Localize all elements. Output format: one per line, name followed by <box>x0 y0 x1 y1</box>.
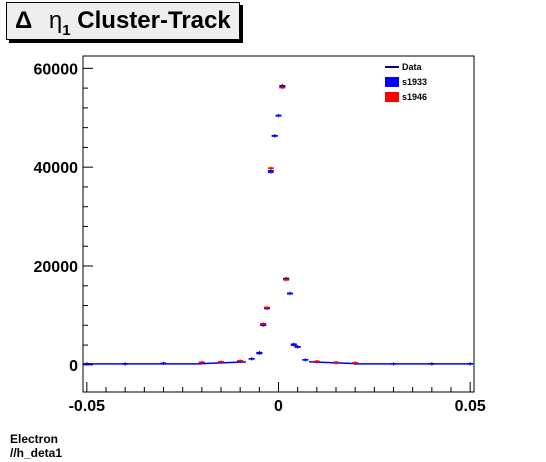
legend-label-Data: Data <box>402 62 423 72</box>
legend-label-s1946: s1946 <box>402 92 427 102</box>
chart-title: Δ η1 Cluster-Track <box>15 7 231 39</box>
legend-swatch-s1946 <box>385 92 399 102</box>
y-tick-label: 40000 <box>34 160 79 177</box>
x-tick-label: -0.05 <box>69 398 106 415</box>
x-tick-label: 0.05 <box>455 398 486 415</box>
title-subscript: 1 <box>62 22 71 39</box>
footer-histogram-name: //h_deta1 <box>10 446 63 460</box>
plot-frame <box>82 55 475 393</box>
y-tick-label: 20000 <box>34 259 79 276</box>
y-tick-label: 60000 <box>34 61 79 78</box>
y-tick-label: 0 <box>69 358 78 375</box>
legend-swatch-s1933 <box>385 77 399 87</box>
chart-title-box: Δ η1 Cluster-Track <box>6 2 240 40</box>
title-rest: Cluster-Track <box>77 7 231 34</box>
legend-label-s1933: s1933 <box>402 77 427 87</box>
title-delta: Δ <box>15 7 33 34</box>
x-tick-label: 0 <box>274 398 283 415</box>
footer-electron: Electron <box>10 432 59 446</box>
title-eta: η <box>48 7 63 34</box>
